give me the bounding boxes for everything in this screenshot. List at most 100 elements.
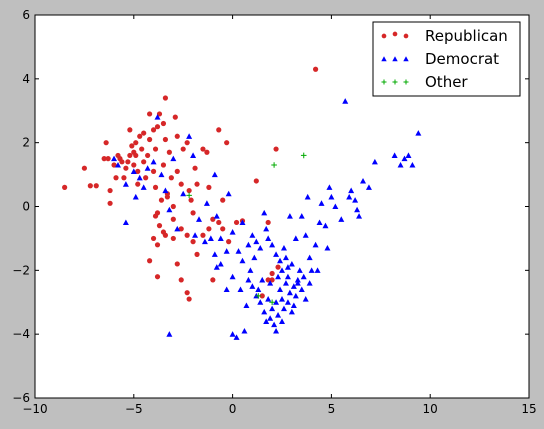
marks-layer <box>62 66 422 340</box>
democrat-point <box>241 327 248 334</box>
democrat-point <box>249 283 256 289</box>
democrat-point <box>279 296 285 302</box>
legend-marker-democrat <box>403 56 409 62</box>
ticks-layer: −10 −5 0 5 10 15 −6 −4 −2 0 2 4 6 <box>12 8 536 416</box>
legend-item-other: Other <box>381 73 468 91</box>
democrat-point <box>192 232 199 238</box>
democrat-point <box>255 286 262 293</box>
democrat-point <box>114 162 121 168</box>
republican-point <box>178 277 184 283</box>
republican-point <box>127 152 133 159</box>
democrat-point <box>140 184 147 190</box>
legend-marker-republican <box>392 31 398 37</box>
democrat-point <box>360 177 367 184</box>
republican-point <box>131 162 137 168</box>
democrat-point <box>294 280 301 286</box>
republican-point <box>141 130 147 136</box>
democrat-point <box>308 267 315 273</box>
republican-point <box>178 226 184 232</box>
y-tick-label: −4 <box>12 327 30 341</box>
democrat-point <box>354 206 361 213</box>
democrat-point <box>288 308 295 315</box>
republican-point <box>133 152 139 159</box>
republican-point <box>150 168 157 174</box>
democrat-point <box>326 184 333 190</box>
republican-point <box>125 159 131 165</box>
legend-label: Democrat <box>425 50 499 68</box>
democrat-point <box>273 299 280 305</box>
democrat-point <box>251 254 258 261</box>
democrat-point <box>213 264 220 270</box>
republican-point <box>216 127 222 133</box>
democrat-point <box>122 181 129 187</box>
democrat-point <box>338 216 345 222</box>
republican-point <box>200 232 206 238</box>
democrat-point <box>130 168 137 174</box>
democrat-point <box>280 244 287 251</box>
democrat-point <box>213 213 220 219</box>
democrat-point <box>174 225 181 232</box>
democrat-point <box>279 318 285 324</box>
republican-point <box>170 216 176 222</box>
democrat-point <box>292 292 299 299</box>
democrat-point <box>136 174 143 181</box>
democrat-point <box>223 248 230 254</box>
republican-point <box>147 258 153 264</box>
republican-point <box>226 239 232 245</box>
x-tick-label: 15 <box>521 402 536 416</box>
republican-point <box>190 239 196 245</box>
democrat-point <box>273 327 280 334</box>
democrat-point <box>284 299 291 305</box>
democrat-point <box>304 193 311 200</box>
democrat-point <box>371 158 378 165</box>
republican-point <box>152 184 159 190</box>
democrat-point <box>247 267 254 273</box>
democrat-point <box>405 152 412 158</box>
republican-point <box>127 127 133 133</box>
series-republican <box>62 66 319 302</box>
republican-point <box>312 66 319 72</box>
other-point <box>186 192 192 199</box>
democrat-point <box>267 280 274 286</box>
legend-item-republican: Republican <box>381 27 508 45</box>
democrat-point <box>346 193 353 200</box>
legend-box <box>372 21 521 97</box>
legend-label: Other <box>425 73 468 91</box>
democrat-point <box>273 251 280 257</box>
legend-marker-democrat <box>381 56 387 62</box>
legend: Republican Democrat Other <box>372 21 521 97</box>
y-tick-label: 6 <box>22 8 30 22</box>
republican-point <box>188 197 194 203</box>
democrat-point <box>269 241 276 248</box>
republican-point <box>87 183 93 189</box>
democrat-point <box>265 235 272 241</box>
democrat-point <box>277 286 284 293</box>
x-tick-label: 5 <box>328 402 336 416</box>
democrat-point <box>111 155 118 162</box>
democrat-point <box>284 273 291 280</box>
republican-point <box>62 184 68 190</box>
republican-point <box>186 187 192 194</box>
democrat-point <box>150 158 157 165</box>
democrat-point <box>279 267 285 273</box>
democrat-point <box>259 276 266 283</box>
republican-point <box>265 219 271 226</box>
republican-point <box>111 162 117 168</box>
democrat-point <box>292 235 299 241</box>
republican-point <box>150 127 157 133</box>
republican-point <box>107 200 113 206</box>
republican-point <box>154 274 161 280</box>
democrat-point <box>229 273 236 280</box>
republican-point <box>170 235 176 242</box>
republican-point <box>253 178 259 184</box>
democrat-point <box>217 235 224 241</box>
republican-point <box>186 296 192 302</box>
democrat-point <box>249 232 256 238</box>
republican-point <box>123 165 129 171</box>
republican-point <box>154 242 161 248</box>
democrat-point <box>223 286 230 293</box>
republican-point <box>93 183 99 189</box>
democrat-point <box>298 286 305 293</box>
democrat-point <box>225 190 232 197</box>
